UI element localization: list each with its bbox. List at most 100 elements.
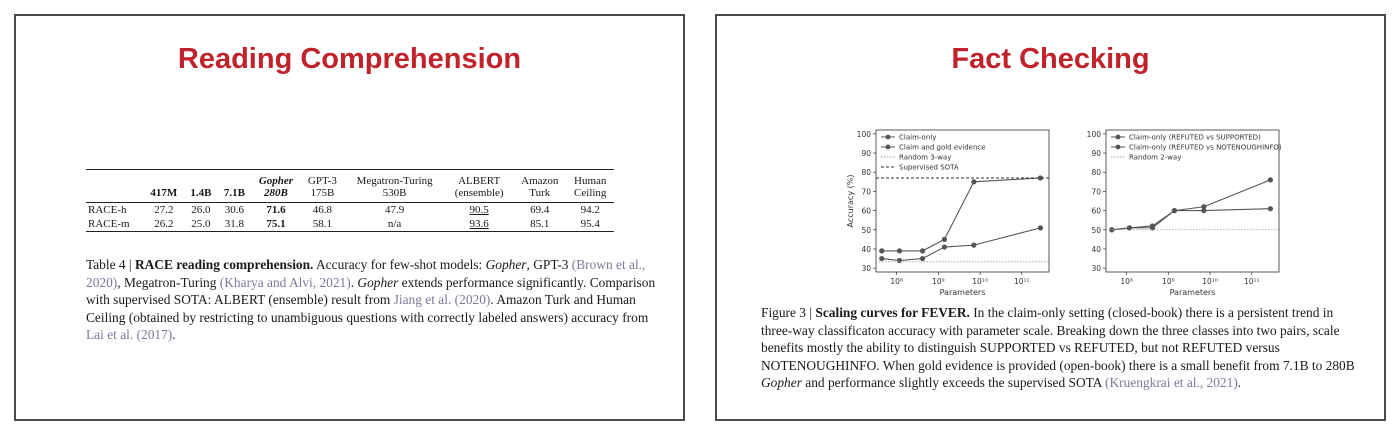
legend-marker [885, 134, 891, 140]
table-cell: 30.6 [224, 204, 244, 216]
data-point [971, 179, 977, 185]
data-point [1267, 206, 1274, 212]
table-caption: Table 4 | RACE reading comprehension. Ac… [86, 256, 666, 344]
data-point [1037, 175, 1044, 181]
x-tick-label: 10¹¹ [1014, 277, 1030, 286]
x-tick-label: 10¹¹ [1244, 277, 1260, 286]
data-point [941, 236, 948, 242]
table-cell: 47.9 [384, 204, 405, 216]
column-header-line1: ALBERT [458, 175, 501, 187]
y-tick-label: 90 [1091, 149, 1101, 158]
x-tick-label: 10⁹ [932, 277, 945, 286]
table-cell: 94.2 [580, 204, 600, 216]
data-point [1171, 207, 1178, 214]
plot-frame [875, 129, 1050, 273]
x-tick-label: 10⁹ [1162, 277, 1175, 286]
table-cell: 93.6 [469, 218, 489, 230]
caption-bold-title: Scaling curves for FEVER. [815, 305, 970, 320]
table-body: RACE-h 27.2 26.0 30.6 71.6 46.8 47.9 90.5 69.4 94… [86, 203, 614, 232]
y-tick-label: 40 [1091, 245, 1101, 254]
caption-text: . [1237, 375, 1242, 390]
table-header-row: 417M 1.4B 7.1B Gopher 280B GPT-3 175B Megatron-… [86, 169, 614, 203]
data-point [1201, 207, 1207, 214]
row-label: RACE-m [88, 218, 130, 230]
table-cell: 75.1 [266, 218, 286, 230]
series-line [881, 177, 1041, 252]
legend-label: Claim-only (REFUTED vs SUPPORTED) [1129, 134, 1261, 142]
table-cell: 25.0 [191, 218, 211, 230]
citation-link[interactable]: Lai et al. (2017) [86, 327, 173, 342]
row-label: RACE-h [88, 204, 127, 216]
data-point [971, 242, 977, 248]
column-header-line1: GPT-3 [307, 175, 337, 187]
legend-label: Random 2-way [1129, 154, 1181, 162]
table-cell: 58.1 [312, 218, 332, 230]
legend-label: Claim-only (REFUTED vs NOTENOUGHINFO) [1129, 144, 1282, 152]
caption-prefix: Table 4 | [86, 257, 135, 272]
data-point [1149, 225, 1156, 231]
data-point [1126, 225, 1133, 231]
series-line [1111, 179, 1271, 231]
column-header-line2: 417M [150, 187, 178, 199]
y-tick-label: 30 [861, 264, 871, 273]
y-tick-label: 50 [861, 226, 871, 235]
data-point [941, 244, 948, 250]
y-tick-label: 40 [861, 245, 871, 254]
column-header: Gopher 280B [251, 170, 301, 203]
y-tick-label: 70 [1091, 187, 1101, 196]
y-tick-label: 80 [1091, 168, 1101, 177]
data-point [1267, 177, 1274, 183]
data-point [879, 248, 885, 254]
column-header: Megatron-Turing 530B [344, 170, 445, 203]
column-header-line1: Gopher [258, 175, 294, 187]
citation-link[interactable]: (Kharya and Alvi, 2021) [219, 274, 351, 290]
plot-frame [1105, 129, 1280, 273]
legend-label: Random 3-way [899, 154, 951, 162]
column-header-line2: 175B [310, 187, 335, 199]
data-point [919, 255, 926, 262]
column-header [86, 170, 144, 203]
table-cell: 26.0 [191, 204, 211, 216]
table-cell: 85.1 [530, 218, 550, 230]
fever-3way-chart: 30 40 50 60 70 80 90 100 10⁸ 10⁹ 10¹⁰ 10¹¹ Parameter… [842, 112, 1057, 300]
series-line [1111, 208, 1271, 231]
fever-2way-svg: 30 40 50 60 70 80 90 100 10⁸ 10⁹ 10¹⁰ 10¹¹ Parameter… [1087, 129, 1282, 297]
table-cell: 27.2 [154, 204, 174, 216]
column-header-line2: Turk [529, 187, 551, 199]
y-tick-label: 80 [861, 168, 871, 177]
fact-checking-title: Fact Checking [951, 43, 1150, 75]
column-header-line2: (ensemble) [454, 187, 504, 199]
data-point [1201, 204, 1207, 210]
fever-3way-svg: 30 40 50 60 70 80 90 100 10⁸ 10⁹ 10¹⁰ 10¹¹ Parameter… [846, 129, 1050, 297]
citation-link[interactable]: (Brown et al., 2020) [86, 257, 646, 290]
table-cell: 69.4 [530, 204, 550, 216]
figure-caption: Figure 3 | Scaling curves for FEVER. In … [761, 304, 1365, 392]
reading-comprehension-title: Reading Comprehension [177, 43, 522, 75]
data-point [879, 255, 885, 262]
column-header: 417M [144, 170, 185, 203]
column-header: 7.1B [218, 170, 251, 203]
caption-gopher: Gopher [761, 375, 802, 390]
y-tick-label: 30 [1091, 264, 1101, 273]
column-header: Amazon Turk [513, 170, 566, 203]
table-cell: 90.5 [469, 204, 489, 216]
table-row: RACE-m 26.2 25.0 31.8 75.1 58.1 n/a 93.6 85.1 95.… [86, 217, 614, 232]
column-header-line1: Human [574, 175, 607, 187]
y-tick-label: 60 [861, 207, 871, 216]
legend-label: Claim and gold evidence [899, 144, 986, 152]
caption-text: . Amazon Turk and Human Ceiling (obtaine… [86, 292, 649, 325]
caption-gopher: Gopher [357, 274, 399, 290]
data-point [896, 248, 903, 254]
caption-text: and performance slightly exceeds the sup… [801, 375, 1106, 390]
caption-text: , Megatron-Turing [117, 274, 220, 290]
data-point [1109, 227, 1115, 233]
column-header: ALBERT (ensemble) [445, 170, 513, 203]
column-header: GPT-3 175B [301, 170, 344, 203]
citation-link[interactable]: Jiang et al. (2020) [393, 292, 491, 307]
y-tick-label: 70 [861, 187, 871, 196]
table-cell: 71.6 [266, 204, 286, 216]
table-row: RACE-h 27.2 26.0 30.6 71.6 46.8 47.9 90.5 69.4 94… [86, 203, 614, 218]
y-tick-label: 100 [1087, 130, 1102, 139]
citation-link[interactable]: (Kruengkrai et al., 2021) [1105, 375, 1238, 390]
series-line [881, 227, 1041, 262]
